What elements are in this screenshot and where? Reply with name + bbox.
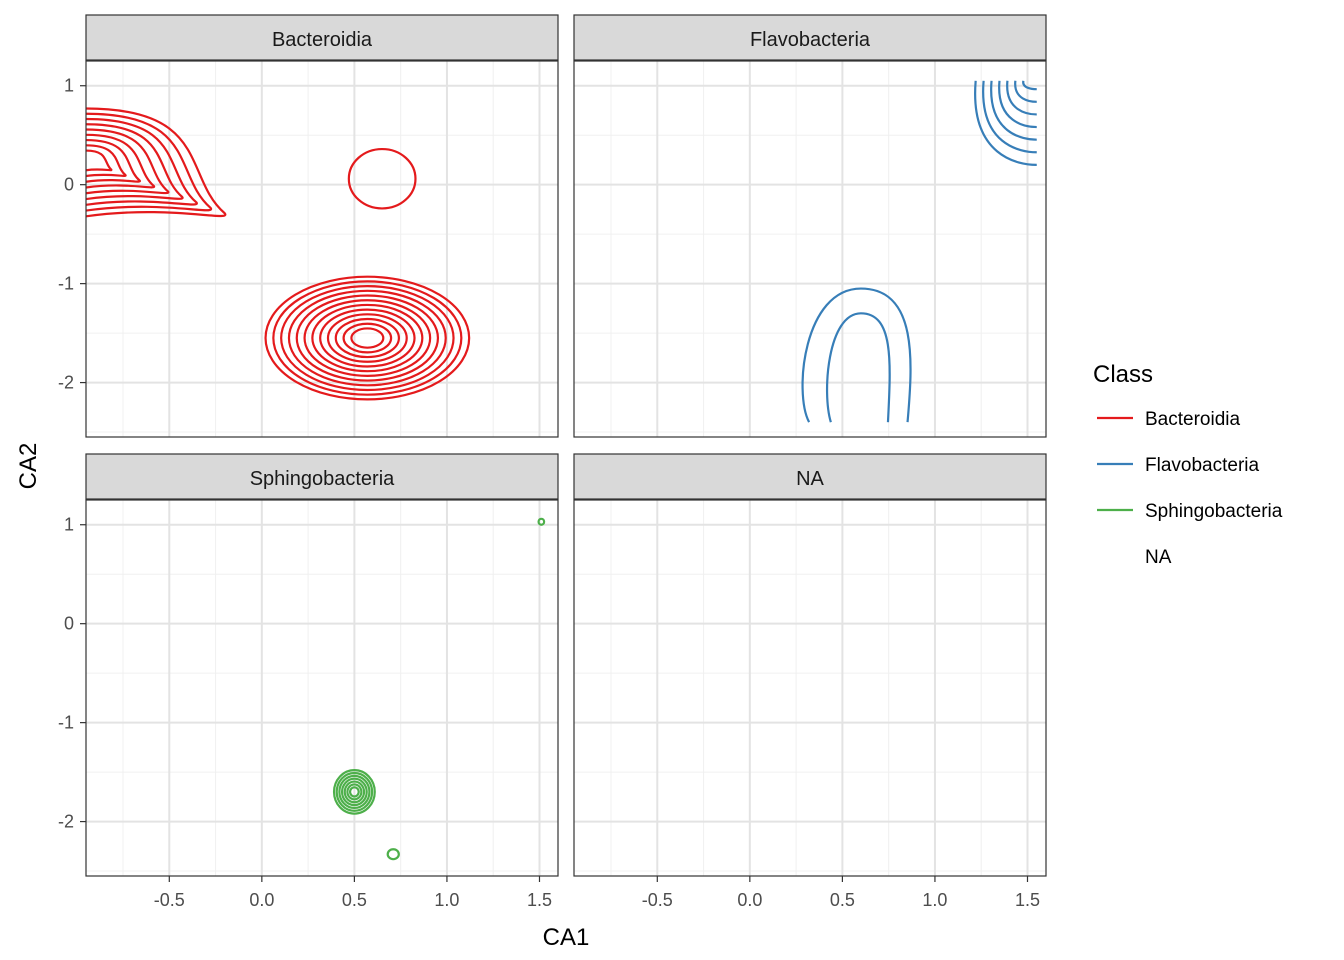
strip-label: Bacteroidia [272,29,373,51]
panel-flavobacteria: Flavobacteria [573,14,1047,438]
y-tick-label: -1 [58,713,74,733]
x-tick-label: 1.5 [527,890,552,910]
strip-background [85,453,559,500]
contour-group [801,80,1037,423]
density-contour [348,786,360,798]
density-contour [982,80,1037,154]
density-contour [386,848,400,861]
density-contour [347,147,417,210]
density-contour [974,80,1037,166]
density-contour [295,294,440,382]
panel-border [85,60,559,438]
x-axis-title: CA1 [543,924,590,951]
density-contour [264,275,471,401]
density-contour [335,771,374,812]
density-contour [998,80,1037,129]
x-tick-label: 1.5 [1015,890,1040,910]
density-contour [303,299,432,377]
panel-border [85,499,559,877]
density-contour [86,107,227,218]
panel-background [86,61,558,437]
x-tick-label: 0.0 [249,890,274,910]
density-contour [86,128,170,195]
density-contour [343,780,366,804]
density-contour [1022,80,1037,91]
density-contour [86,123,184,201]
strip-label: NA [796,468,824,490]
legend-label: NA [1145,547,1172,568]
density-contour [86,138,141,183]
density-contour [332,769,376,815]
strip-label: Sphingobacteria [250,468,395,490]
density-contour [346,783,363,801]
x-tick-label: 1.0 [922,890,947,910]
y-tick-label: 0 [64,614,74,634]
x-tick-label: -0.5 [154,890,185,910]
density-contour [86,112,213,212]
density-contour [801,287,912,423]
density-contour [86,117,198,206]
contour-group [332,517,546,861]
strip-label: Flavobacteria [750,29,871,51]
density-contour [287,289,447,387]
density-contour [326,313,408,363]
density-contour [319,308,416,368]
panel-background [86,500,558,876]
density-contour [272,280,463,396]
y-tick-label: -1 [58,274,74,294]
strip-background [573,453,1047,500]
x-tick-label: 0.0 [737,890,762,910]
density-contour [86,144,127,178]
density-contour [86,133,155,189]
x-tick-label: 0.5 [830,890,855,910]
panel-background [574,61,1046,437]
density-contour [86,149,113,172]
density-contour [1014,80,1037,103]
panel-na: NA -0.5 0.0 0.5 1.0 1.5 [573,453,1047,910]
contour-group [86,107,471,401]
y-tick-label: 1 [64,76,74,96]
density-contour [1006,80,1037,116]
y-tick-label: 1 [64,515,74,535]
y-tick-label: -2 [58,812,74,832]
density-contour [537,517,546,526]
density-contour [825,312,891,423]
density-contour [342,322,393,354]
density-contour [990,80,1037,141]
y-tick-label: 0 [64,175,74,195]
density-contour [338,774,371,810]
x-tick-label: 1.0 [434,890,459,910]
legend-label: Sphingobacteria [1145,501,1283,522]
density-contour [350,327,385,349]
legend-title: Class [1093,361,1153,388]
legend-label: Flavobacteria [1145,455,1259,476]
x-tick-label: 0.5 [342,890,367,910]
y-axis-title: CA2 [15,443,42,490]
panel-sphingobacteria: Sphingobacteria 1 0 -1 -2 -0.5 0.0 0.5 1.0 1.5 [58,453,559,910]
strip-background [85,14,559,61]
density-contour [311,303,424,373]
strip-background [573,14,1047,61]
legend: Class Bacteroidia Flavobacteria Sphingobac… [1093,361,1283,568]
density-contour [334,317,401,359]
legend-label: Bacteroidia [1145,409,1240,430]
density-contour [340,777,368,807]
panel-background [574,500,1046,876]
density-contour [280,285,455,392]
x-tick-label: -0.5 [642,890,673,910]
y-tick-label: -2 [58,373,74,393]
panel-border [573,499,1047,877]
panel-border [573,60,1047,438]
panel-bacteroidia: Bacteroidia 1 0 -1 -2 [58,14,559,438]
